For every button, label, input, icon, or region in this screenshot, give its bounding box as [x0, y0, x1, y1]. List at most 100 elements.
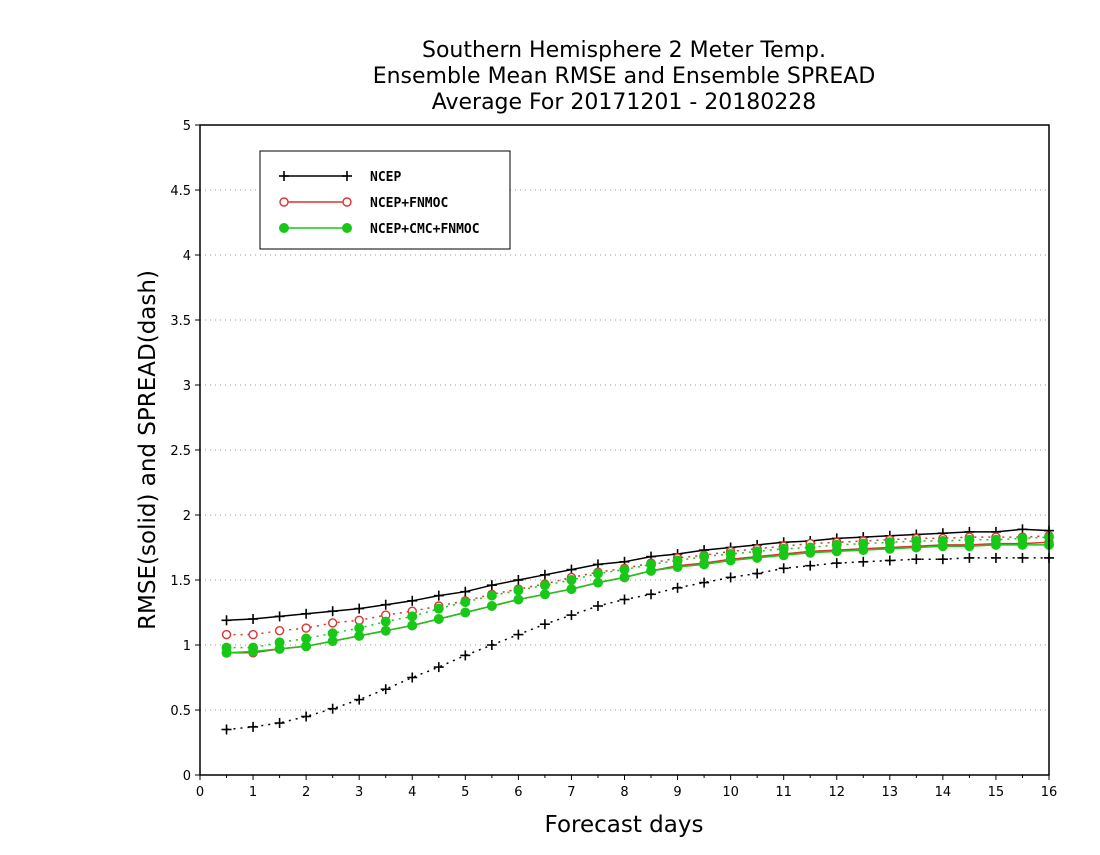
rmse-point — [301, 608, 312, 619]
spread-line — [226, 557, 1049, 731]
legend-label: NCEP+FNMOC — [370, 196, 448, 211]
rmse-point — [221, 615, 232, 626]
rmse-point — [248, 646, 259, 657]
rmse-point — [301, 641, 312, 652]
x-tick-label: 13 — [882, 785, 899, 800]
y-tick-label: 1.5 — [170, 574, 191, 589]
rmse-point — [1017, 539, 1028, 550]
grid-layer — [200, 189, 1049, 711]
rmse-point — [513, 594, 524, 605]
x-tick-label: 1 — [249, 785, 257, 800]
spread-point — [646, 589, 657, 600]
spread-point — [513, 629, 524, 640]
spread-point — [592, 601, 603, 611]
spread-point — [699, 577, 710, 588]
legend-items: NCEP NCEP+FNMOC NCEP+CMC+FNMOC — [279, 170, 480, 237]
y-tick-label: 2 — [183, 509, 191, 524]
rmse-point — [937, 541, 948, 552]
rmse-point — [911, 542, 922, 553]
rmse-point — [433, 590, 444, 601]
legend-marker — [279, 223, 289, 233]
spread-point — [433, 603, 444, 614]
spread-point — [778, 563, 789, 574]
y-tick-label: 0 — [183, 769, 191, 784]
spread-point — [619, 594, 630, 605]
spread-line — [226, 536, 1050, 649]
spread-point — [460, 597, 471, 608]
y-axis-label: RMSE(solid) and SPREAD(dash) — [135, 270, 161, 630]
legend-label: NCEP — [370, 170, 401, 185]
spread-point — [884, 555, 895, 566]
spread-point — [486, 590, 497, 601]
x-tick-label: 11 — [775, 785, 792, 800]
chart-title-line-3: Average For 20171201 - 20180228 — [432, 90, 817, 115]
x-tick-label: 2 — [302, 785, 310, 800]
rmse-point — [486, 601, 497, 611]
rmse-point — [354, 630, 365, 641]
chart-title-line-2: Ensemble Mean RMSE and Ensemble SPREAD — [373, 64, 876, 89]
rmse-point — [831, 546, 842, 557]
spread-point — [592, 568, 603, 579]
spread-point — [725, 572, 736, 583]
spread-point — [539, 619, 550, 630]
y-tick-label: 5 — [183, 119, 191, 134]
rmse-point — [964, 541, 975, 552]
legend-item: NCEP — [279, 170, 401, 185]
series-0 — [221, 524, 1054, 735]
spread-point — [248, 629, 258, 640]
spread-point — [274, 626, 285, 636]
rmse-point — [990, 539, 1001, 550]
rmse-point — [433, 614, 444, 624]
legend: NCEP NCEP+FNMOC NCEP+CMC+FNMOC — [259, 150, 511, 250]
x-tick-label: 5 — [461, 785, 469, 800]
spread-point — [460, 650, 471, 661]
spread-point — [380, 616, 391, 627]
legend-box — [259, 150, 511, 250]
rmse-point — [539, 589, 550, 600]
x-tick-label: 15 — [988, 785, 1005, 800]
y-tick-label: 3.5 — [170, 314, 191, 329]
spread-point — [407, 611, 418, 622]
legend-item: NCEP+CMC+FNMOC — [279, 222, 480, 237]
chart-title-line-1: Southern Hemisphere 2 Meter Temp. — [422, 38, 826, 63]
rmse-point — [566, 584, 577, 595]
rmse-point — [327, 636, 338, 647]
rmse-point — [672, 562, 683, 572]
y-tick-label: 0.5 — [170, 704, 191, 719]
spread-point — [964, 552, 975, 563]
rmse-point — [274, 611, 285, 622]
x-tick-label: 10 — [722, 785, 739, 800]
x-axis-label: Forecast days — [545, 812, 704, 838]
rmse-point — [327, 606, 338, 617]
spread-point — [380, 684, 391, 695]
spread-point — [248, 721, 259, 732]
rmse-point — [274, 643, 285, 654]
spread-point — [990, 552, 1001, 563]
spread-point — [327, 618, 338, 628]
spread-point — [672, 582, 683, 593]
rmse-point — [221, 647, 232, 658]
spread-point — [937, 554, 948, 565]
rmse-point — [248, 614, 259, 624]
spread-point — [1017, 552, 1028, 563]
x-tick-label: 3 — [355, 785, 363, 800]
x-tick-label: 9 — [673, 785, 681, 800]
rmse-point — [380, 625, 391, 636]
rmse-point — [460, 607, 471, 618]
spread-point — [911, 554, 922, 565]
spread-point — [221, 724, 232, 735]
axis-layer: 00.511.522.533.544.550 1 2 3 4 5 6 7 8 9 10 11 12 13 1… — [170, 119, 1057, 800]
spread-point — [354, 694, 365, 705]
series-layer — [221, 524, 1054, 735]
legend-label: NCEP+CMC+FNMOC — [370, 222, 480, 237]
spread-point — [539, 580, 550, 591]
rmse-point — [646, 565, 657, 576]
series-2 — [221, 532, 1054, 658]
x-tick-label: 6 — [514, 785, 522, 800]
spread-point — [858, 556, 869, 567]
rmse-point — [486, 580, 497, 591]
legend-item: NCEP+FNMOC — [279, 196, 448, 211]
rmse-point — [407, 595, 418, 606]
